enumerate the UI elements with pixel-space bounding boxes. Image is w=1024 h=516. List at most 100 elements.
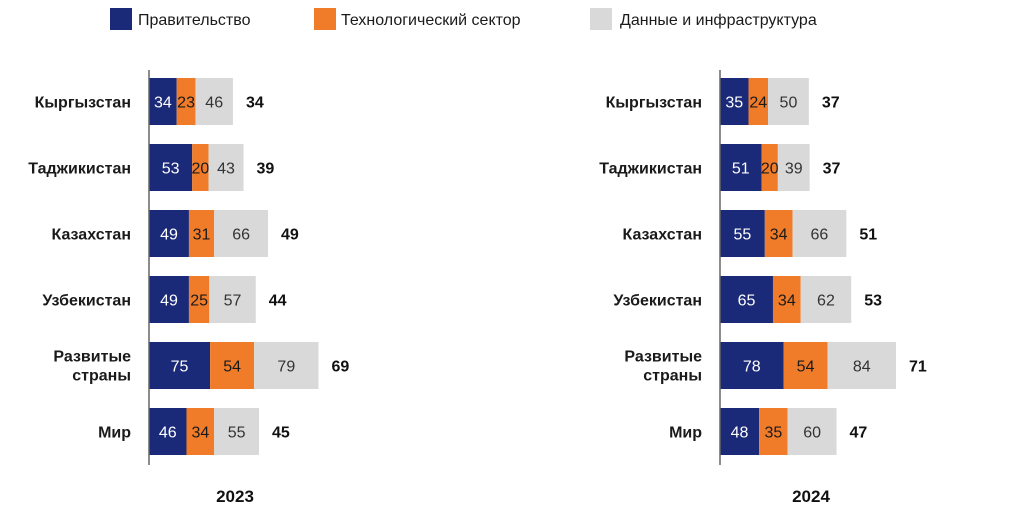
segment-value-label: 57 [224,293,242,310]
bar-segment-government [149,78,177,125]
country-label: Мир [98,425,131,442]
segment-value-label: 34 [770,227,788,244]
total-value-label: 37 [823,161,841,178]
country-label: страны [643,368,702,385]
segment-value-label: 39 [785,161,803,178]
bar-segment-tech [772,276,801,323]
bar-segment-tech [761,144,778,191]
total-value-label: 47 [850,425,868,442]
total-value-label: 45 [272,425,290,442]
bar-row: Развитые страны 75 54 79 69 [53,342,349,389]
total-value-label: 39 [257,161,275,178]
bar-segment-data [768,78,809,125]
legend-label-data: Данные и инфраструктура [620,12,817,29]
total-value-label: 37 [822,95,840,112]
segment-value-label: 20 [761,161,779,178]
segment-value-label: 23 [177,95,195,112]
legend-swatch-tech [314,8,336,30]
country-label: Мир [669,425,702,442]
segment-value-label: 55 [734,227,752,244]
segment-value-label: 49 [160,293,178,310]
segment-value-label: 75 [171,359,189,376]
total-value-label: 53 [864,293,882,310]
bar-segment-government [149,144,193,191]
panel-2024: Кыргызстан 35 24 50 37 Таджикистан 51 20 39 37 Каз… [599,70,927,506]
country-label: Кыргызстан [606,95,702,112]
bar-segment-government [149,210,189,257]
legend-swatch-government [110,8,132,30]
panel-2023: Кыргызстан 34 23 46 34 Таджикистан 53 20 43 39 Каз… [28,70,349,506]
country-label: Кыргызстан [35,95,131,112]
bar-row: Таджикистан 51 20 39 37 [599,144,841,191]
bar-segment-data [195,78,233,125]
bar-segment-tech [210,342,255,389]
bar-row: Казахстан 49 31 66 49 [52,210,299,257]
bar-segment-data [777,144,810,191]
segment-value-label: 50 [780,95,798,112]
legend-swatch-data [590,8,612,30]
country-label: Казахстан [52,227,132,244]
bar-row: Кыргызстан 34 23 46 34 [35,78,264,125]
bar-row: Развитые страны 78 54 84 71 [624,342,927,389]
total-value-label: 34 [246,95,264,112]
segment-value-label: 55 [228,425,246,442]
segment-value-label: 78 [743,359,761,376]
segment-value-label: 84 [853,359,871,376]
legend-label-government: Правительство [138,12,251,29]
bar-segment-tech [759,408,788,455]
bar-segment-data [214,408,260,455]
bar-segment-government [720,210,765,257]
country-label: Развитые [53,349,131,366]
bar-segment-tech [188,276,210,323]
chart-panels: Кыргызстан 34 23 46 34 Таджикистан 53 20 43 39 Каз… [28,70,927,506]
country-label: Таджикистан [28,161,131,178]
total-value-label: 44 [269,293,287,310]
bar-segment-tech [783,342,828,389]
bar-segment-tech [186,408,215,455]
bar-row: Таджикистан 53 20 43 39 [28,144,274,191]
segment-value-label: 25 [190,293,208,310]
segment-value-label: 20 [191,161,209,178]
bar-segment-data [214,210,268,257]
bar-segment-government [149,408,187,455]
bar-segment-data [209,276,256,323]
total-value-label: 69 [332,359,350,376]
segment-value-label: 31 [193,227,211,244]
segment-value-label: 34 [154,95,172,112]
bar-segment-data [254,342,319,389]
segment-value-label: 66 [232,227,250,244]
total-value-label: 71 [909,359,927,376]
segment-value-label: 62 [817,293,835,310]
segment-value-label: 43 [217,161,235,178]
bar-segment-data [792,210,847,257]
segment-value-label: 46 [205,95,223,112]
bar-segment-government [149,276,189,323]
bar-row: Мир 48 35 60 47 [669,408,867,455]
bar-segment-government [149,342,211,389]
bar-segment-data [787,408,837,455]
bar-segment-government [720,408,760,455]
bar-segment-government [720,342,784,389]
segment-value-label: 53 [162,161,180,178]
segment-value-label: 54 [223,359,241,376]
bar-segment-tech [192,144,209,191]
legend-label-tech: Технологический сектор [341,12,521,29]
country-label: страны [72,368,131,385]
segment-value-label: 46 [159,425,177,442]
country-label: Казахстан [623,227,703,244]
bar-segment-government [720,144,762,191]
segment-value-label: 51 [732,161,750,178]
bar-row: Казахстан 55 34 66 51 [623,210,877,257]
bar-segment-data [800,276,852,323]
bar-segment-data [208,144,244,191]
year-label: 2024 [792,487,830,506]
segment-value-label: 24 [749,95,767,112]
bar-row: Узбекистан 65 34 62 53 [613,276,882,323]
bar-segment-tech [764,210,793,257]
year-label: 2023 [216,487,254,506]
total-value-label: 49 [281,227,299,244]
segment-value-label: 60 [803,425,821,442]
legend: Правительство Технологический сектор Данны… [110,8,817,30]
segment-value-label: 79 [277,359,295,376]
